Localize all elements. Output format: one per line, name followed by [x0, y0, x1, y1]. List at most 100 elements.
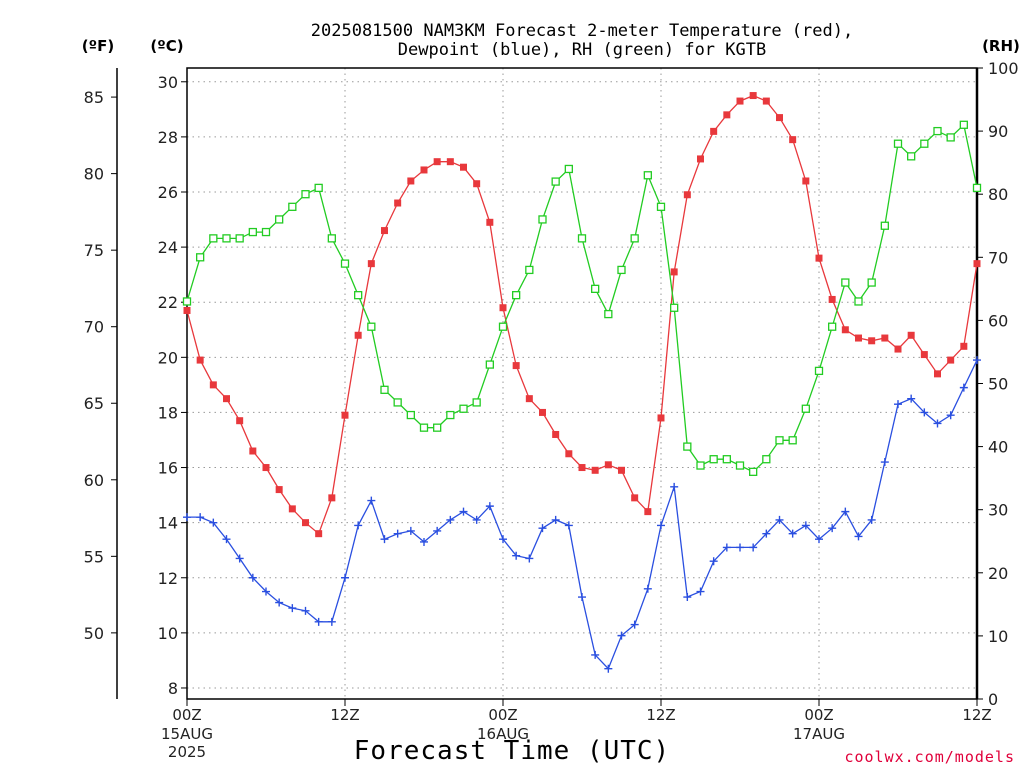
rh-point — [340, 259, 350, 268]
rh-point — [867, 278, 876, 287]
rh-point — [525, 265, 534, 275]
temperature-point — [486, 218, 494, 226]
dewpoint-point — [183, 513, 191, 522]
dewpoint-point — [907, 394, 916, 403]
rh-point — [446, 410, 455, 420]
celsius-tick-label: 8 — [168, 679, 178, 698]
fahrenheit-tick-label: 50 — [84, 624, 104, 643]
rh-point — [722, 455, 731, 464]
dewpoint-point — [380, 535, 389, 544]
dewpoint-point — [327, 617, 336, 626]
celsius-tick-label: 24 — [158, 238, 178, 257]
temperature-point — [328, 494, 336, 502]
rh-point — [538, 215, 547, 224]
rh-point — [972, 183, 982, 193]
temperature-point — [670, 268, 678, 276]
rh-point — [893, 139, 903, 148]
rh-point — [393, 398, 402, 407]
rh-tick-label: 40 — [988, 438, 1008, 457]
dewpoint-point — [406, 526, 415, 535]
fahrenheit-unit-label: (ºF) — [82, 37, 114, 55]
temperature-point — [631, 494, 639, 502]
temperature-point — [433, 158, 441, 166]
rh-point — [880, 221, 889, 230]
rh-point — [762, 455, 771, 464]
rh-unit-label: (RH) — [982, 37, 1020, 55]
dewpoint-point — [973, 356, 981, 365]
dewpoint-point — [314, 617, 323, 626]
dewpoint-point — [617, 631, 626, 640]
rh-point — [735, 461, 745, 470]
temperature-point — [381, 227, 388, 235]
temperature-point — [789, 136, 797, 144]
temperature-point — [604, 461, 612, 469]
dewpoint-point — [696, 587, 705, 596]
dewpoint-point — [709, 557, 718, 566]
rh-point — [696, 461, 705, 470]
rh-point — [907, 152, 916, 161]
rh-point — [196, 253, 205, 262]
rh-point — [261, 227, 271, 237]
rh-point — [209, 234, 218, 243]
temperature-point — [947, 356, 955, 364]
rh-point — [327, 234, 336, 243]
rh-point — [354, 291, 363, 300]
dewpoint-point — [551, 515, 560, 524]
temperature-point — [762, 97, 770, 105]
temperature-point — [565, 450, 573, 458]
x-tick-date-label: 15AUG — [161, 725, 213, 743]
celsius-tick-label: 30 — [158, 73, 178, 92]
temperature-point — [473, 180, 481, 188]
rh-point — [643, 171, 652, 180]
rh-point — [301, 190, 310, 199]
dewpoint-point — [670, 482, 679, 491]
dewpoint-point — [933, 419, 942, 428]
rh-point — [577, 234, 587, 243]
celsius-tick-label: 14 — [158, 514, 178, 533]
rh-point — [288, 202, 297, 211]
fahrenheit-tick-label: 65 — [84, 394, 104, 413]
celsius-unit-label: (ºC) — [150, 37, 183, 55]
rh-point — [564, 164, 573, 174]
dewpoint-point — [222, 535, 231, 544]
dewpoint-point — [209, 518, 218, 527]
rh-tick-label: 80 — [988, 185, 1008, 204]
rh-point — [235, 234, 244, 243]
dewpoint-point — [630, 620, 639, 629]
dewpoint-point — [367, 496, 376, 505]
fahrenheit-tick-label: 80 — [84, 165, 104, 184]
rh-point — [801, 404, 810, 413]
celsius-tick-label: 10 — [158, 624, 178, 643]
fahrenheit-tick-label: 60 — [84, 471, 104, 490]
temperature-point — [749, 92, 757, 100]
dewpoint-point — [248, 573, 257, 582]
dewpoint-point — [643, 584, 652, 593]
credit-text: coolwx.com/models — [844, 748, 1015, 766]
dewpoint-point — [472, 515, 481, 524]
rh-point — [749, 467, 758, 476]
temperature-point — [907, 331, 915, 339]
rh-point — [433, 423, 442, 432]
dewpoint-point — [446, 515, 455, 524]
rh-point — [459, 404, 468, 413]
dewpoint-point — [538, 524, 547, 533]
grid-lines — [187, 68, 977, 699]
celsius-tick-label: 28 — [158, 128, 178, 147]
rh-tick-label: 10 — [988, 627, 1008, 646]
temperature-point — [828, 295, 836, 303]
temperature-point — [367, 260, 375, 268]
rh-tick-label: 50 — [988, 375, 1008, 394]
temperature-point — [302, 519, 309, 527]
dewpoint-point — [894, 400, 902, 409]
dewpoint-point — [485, 502, 494, 511]
fahrenheit-tick-label: 70 — [84, 318, 104, 337]
dewpoint-point — [841, 507, 850, 516]
rh-point — [946, 133, 955, 142]
temperature-point — [776, 114, 783, 122]
rh-point — [222, 234, 231, 243]
temperature-point — [815, 254, 823, 262]
dewpoint-point — [946, 411, 955, 420]
rh-tick-label: 100 — [988, 59, 1019, 78]
x-tick-date-label: 16AUG — [477, 725, 529, 743]
rh-point — [617, 265, 626, 275]
